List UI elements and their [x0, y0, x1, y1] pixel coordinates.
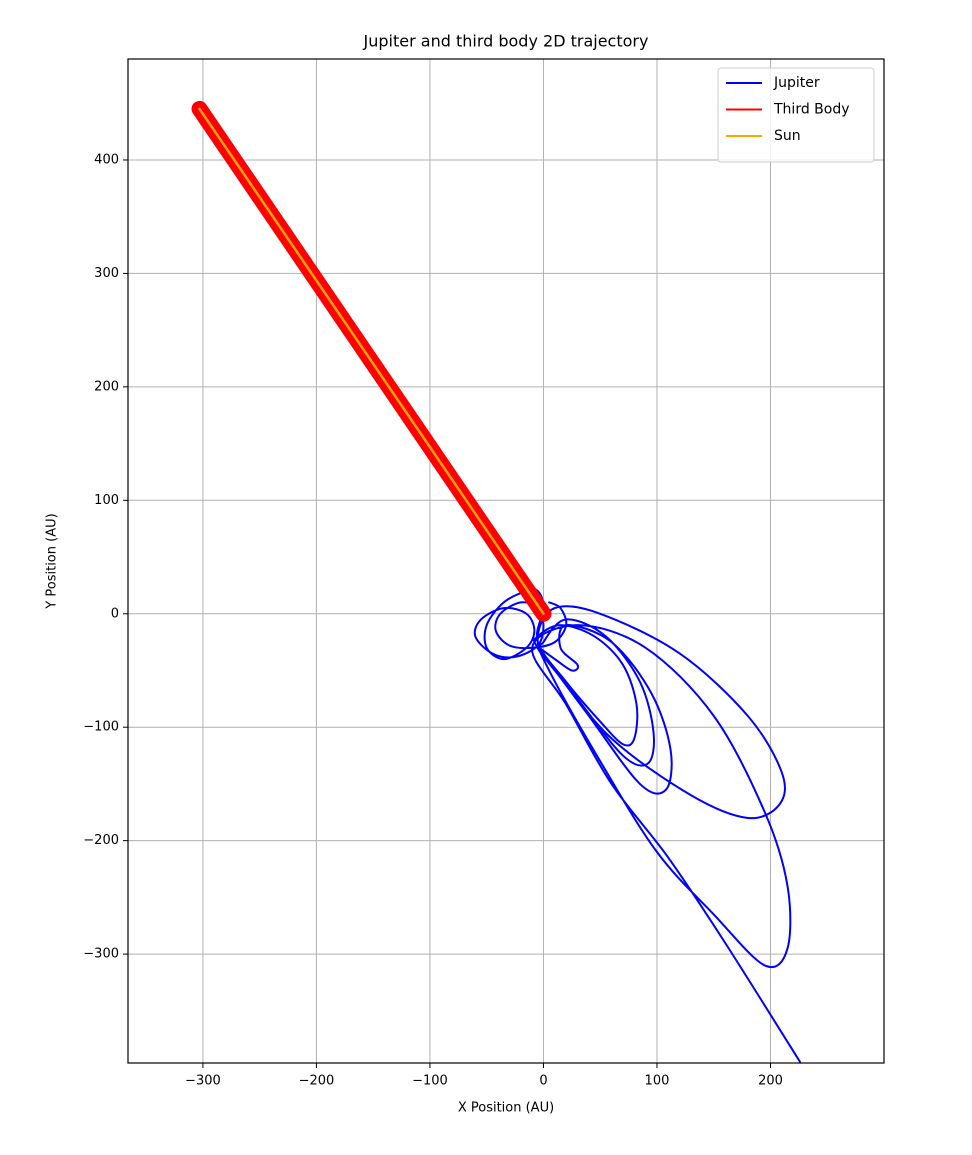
legend-label: Third Body [773, 102, 850, 118]
y-tick-label: 200 [94, 379, 119, 394]
series-line [198, 107, 545, 616]
series-line [473, 588, 801, 1063]
x-tick-label: 100 [645, 1074, 670, 1089]
legend-box [717, 67, 875, 163]
y-tick-label: 0 [111, 606, 119, 621]
y-tick-label: 300 [94, 266, 119, 281]
chart-title: Jupiter and third body 2D trajectory [363, 32, 649, 51]
y-tick-label: 100 [94, 493, 119, 508]
y-axis-label: Y Position (AU) [45, 513, 60, 609]
x-tick-label: −200 [299, 1074, 335, 1089]
x-axis-label: X Position (AU) [458, 1101, 554, 1116]
y-tick-label: −300 [83, 947, 119, 962]
plot-frame [127, 58, 885, 1064]
legend-label: Jupiter [773, 75, 820, 91]
x-tick-label: −100 [412, 1074, 448, 1089]
y-tick-label: 400 [94, 152, 119, 167]
y-tick-label: −100 [83, 720, 119, 735]
x-tick-label: −300 [185, 1074, 221, 1089]
legend-label: Sun [774, 128, 801, 144]
x-tick-label: 200 [758, 1074, 783, 1089]
x-tick-label: 0 [539, 1074, 547, 1089]
y-tick-label: −200 [83, 833, 119, 848]
